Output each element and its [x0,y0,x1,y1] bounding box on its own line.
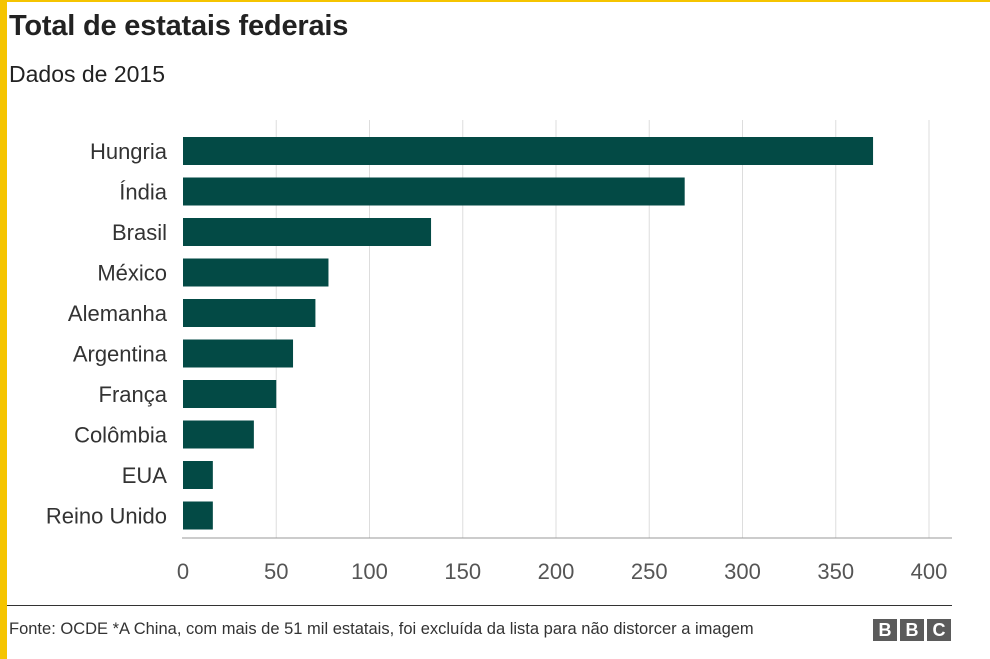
bbc-logo-block: B [900,619,924,641]
bar [183,218,432,246]
bar [183,137,874,165]
category-label: Reino Unido [46,504,167,529]
category-label: França [99,382,168,407]
category-label: Índia [119,180,167,205]
x-tick-label: 350 [817,559,854,584]
x-tick-label: 50 [264,559,288,584]
chart-subtitle: Dados de 2015 [9,61,166,87]
x-tick-label: 300 [724,559,761,584]
category-label: Argentina [73,342,168,367]
bar-chart: Hungria Índia Brasil México Alemanha Argentin… [46,120,952,584]
bbc-logo: B B C [873,619,951,641]
bbc-logo-block: B [873,619,897,641]
x-tick-label: 150 [444,559,481,584]
x-axis-tick-labels: 0 50 100 150 200 250 300 350 400 [177,559,947,584]
frame-top-border [0,0,990,2]
category-label: Brasil [112,220,167,245]
footer-divider [7,605,952,606]
category-label: Alemanha [68,301,168,326]
frame-left-border [0,0,7,659]
bars [183,137,874,530]
bbc-logo-block: C [927,619,951,641]
category-label: Colômbia [74,423,168,448]
bar [183,501,213,530]
bar [183,339,294,368]
category-labels: Hungria Índia Brasil México Alemanha Argentin… [46,139,168,529]
bar [183,380,277,408]
bar [183,258,329,287]
x-tick-label: 100 [351,559,388,584]
bar [183,461,213,489]
category-label: México [97,261,167,286]
x-tick-label: 400 [911,559,948,584]
x-tick-label: 200 [538,559,575,584]
bar [183,420,254,449]
category-label: EUA [122,463,168,488]
bar [183,299,316,327]
x-tick-label: 0 [177,559,189,584]
source-note: Fonte: OCDE *A China, com mais de 51 mil… [9,620,754,638]
bar [183,177,685,206]
chart-title: Total de estatais federais [9,10,349,42]
category-label: Hungria [90,139,168,164]
x-tick-label: 250 [631,559,668,584]
